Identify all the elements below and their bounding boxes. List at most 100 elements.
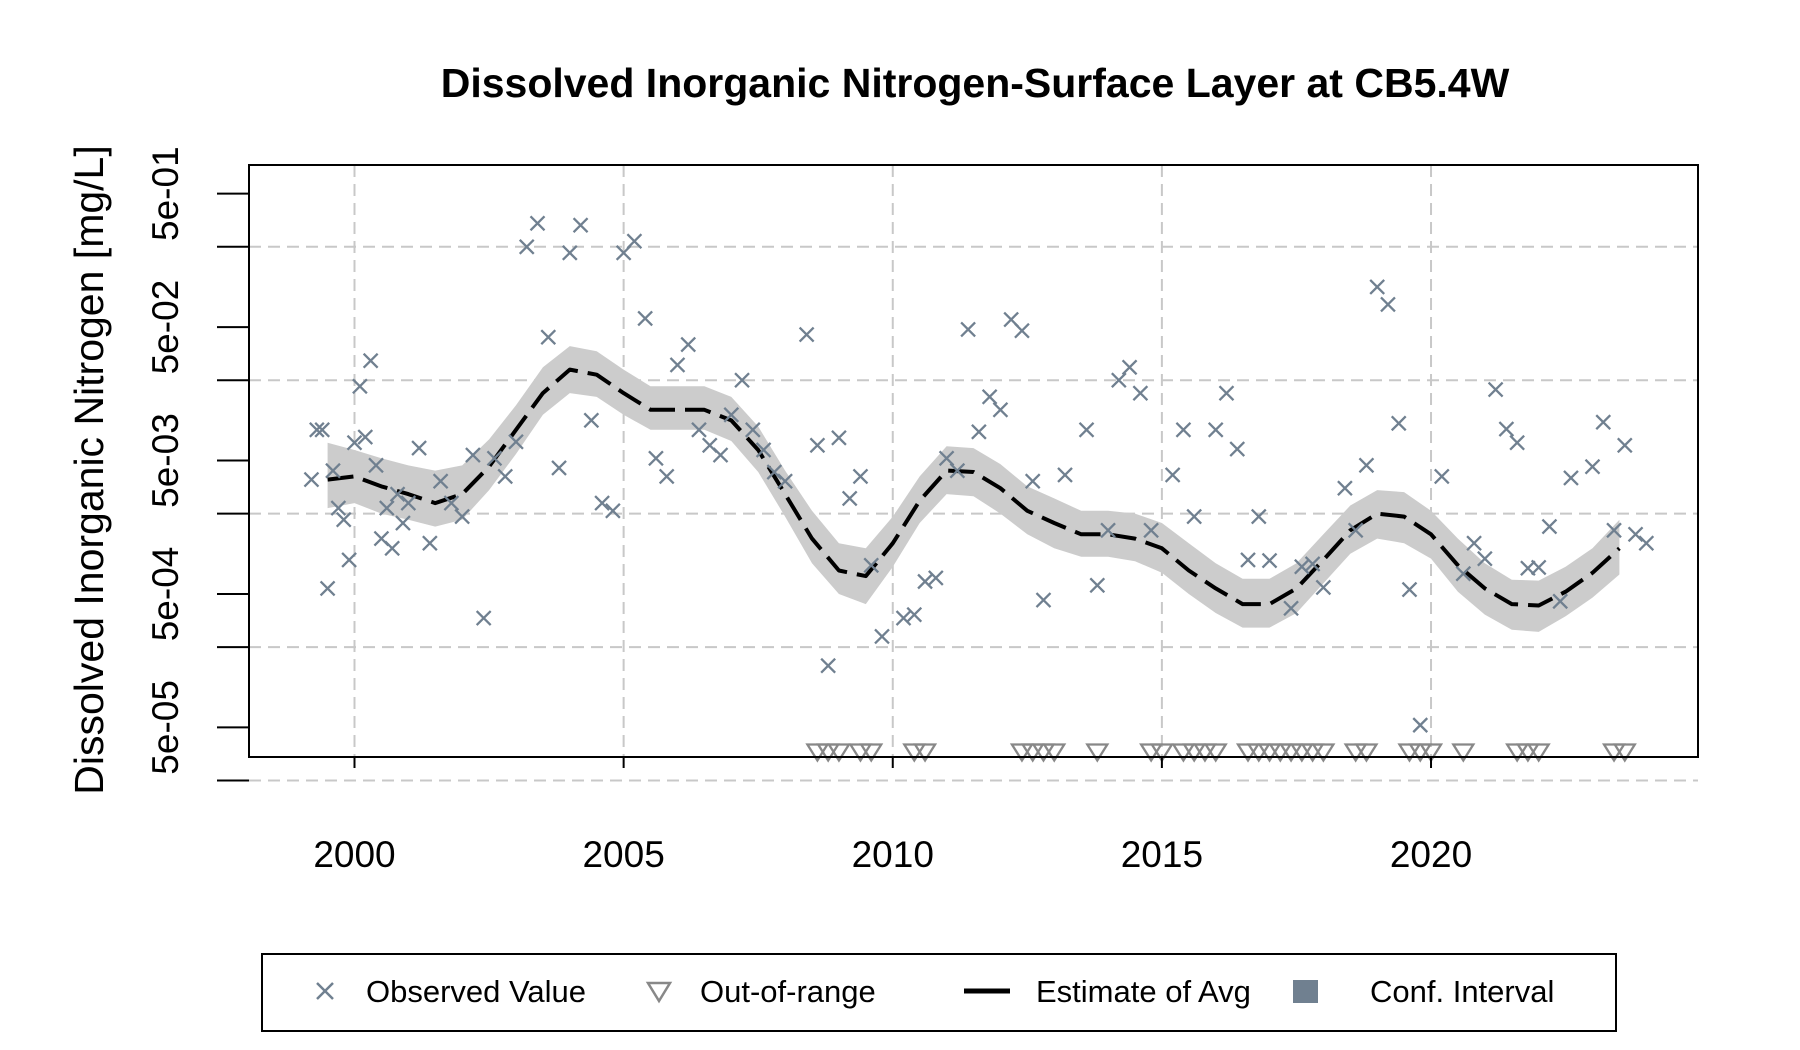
observed-point [949,462,966,479]
observed-point [1638,535,1655,552]
out-of-range-point [1612,743,1637,763]
observed-point [341,552,357,568]
grid-layer [249,165,1698,782]
observed-point [551,460,567,476]
observed-point [1186,508,1203,525]
observed-point [648,450,664,467]
observed-point [1487,381,1504,398]
legend-box [261,953,1617,1032]
legend-label-observed: Observed Value [366,974,586,1009]
observed-point [1175,421,1192,438]
observed-point [1595,414,1612,430]
observed-point [309,421,325,438]
y-tick-label: 5e-03 [145,413,186,508]
observed-point [572,217,589,234]
observed-point [1616,437,1633,454]
observed-point [303,471,320,488]
observed-point [1283,600,1299,617]
observed-point [1541,518,1558,535]
observed-point [637,310,653,327]
observed-point [928,570,944,586]
observed-point [1240,552,1256,568]
y-tick-label: 5e-04 [145,547,186,642]
observed-point [400,495,417,511]
observed-point [1401,581,1418,598]
y-tick-label: 5e-02 [145,280,186,375]
observed-point [1337,480,1353,497]
out-of-range-point [1042,743,1067,763]
observed-point [540,329,557,346]
out-of-range-point [1311,743,1336,763]
observed-point [319,580,336,597]
observed-point [626,233,643,250]
observed-point [314,421,331,438]
observed-point [1369,279,1386,295]
observed-point [712,447,729,463]
observed-point [1433,468,1450,485]
y-tick-label: 5e-01 [145,146,186,241]
observed-point [1250,508,1267,525]
observed-point [755,442,772,458]
estimate-line-layer [327,367,1621,608]
observed-point [798,326,815,343]
observed-point [594,495,610,511]
observed-point [669,357,686,373]
estimate-line [327,367,1621,608]
observed-point [960,321,976,338]
out-of-range-point [826,743,852,763]
observed-point [1412,717,1429,733]
observed-point [863,557,880,574]
out-of-range-point [1149,743,1174,763]
confidence-band-layer [327,346,1620,632]
observed-point [691,421,707,438]
y-tick-label: 5e-05 [145,680,186,775]
out-of-range-point [1451,743,1476,763]
legend-label-conf-interval: Conf. Interval [1370,974,1554,1009]
observed-point [1347,522,1364,539]
observed-point [1261,552,1278,569]
observed-point [1380,296,1396,313]
observed-point [384,540,400,557]
observed-point [465,447,481,463]
x-tick-label: 2015 [1121,834,1203,875]
observed-point [734,372,750,389]
observed-point [422,535,438,552]
observed-point [1078,421,1095,438]
observed-point [411,440,427,456]
out-of-range-point [859,743,884,763]
y-axis-label: Dissolved Inorganic Nitrogen [mg/L] [66,145,112,794]
observed-point [1563,470,1579,486]
observed-point [852,468,869,485]
observed-point [1584,458,1601,475]
legend-marker-observed [316,982,334,1000]
observed-point [1552,593,1569,610]
observed-point [378,500,395,516]
x-tick-label: 2005 [582,834,664,875]
observed-point [497,468,514,485]
observed-point [1390,415,1407,432]
observed-point [1606,522,1622,539]
observed-point [395,515,411,531]
observed-point [744,421,761,438]
legend-marker-out-of-range [645,981,673,1004]
observed-point [841,490,858,507]
legend: Observed Value Out-of-range Estimate of … [261,953,1617,1032]
observed-point [486,450,503,467]
observed-point [809,437,826,454]
out-of-range-point [1085,743,1110,763]
observed-point [723,407,740,423]
observed-point [561,245,578,261]
out-of-range-point [1203,743,1228,763]
observed-point [1111,372,1127,389]
legend-marker-conf-interval [1293,980,1318,1003]
observed-point [368,457,384,474]
observed-point [1509,434,1525,451]
observed-point [1315,579,1332,596]
observed-point [432,473,449,490]
observed-point [443,495,460,511]
observed-point [529,215,546,232]
chart-title: Dissolved Inorganic Nitrogen-Surface Lay… [441,60,1510,106]
observed-point [475,610,492,626]
observed-point [1100,522,1116,539]
